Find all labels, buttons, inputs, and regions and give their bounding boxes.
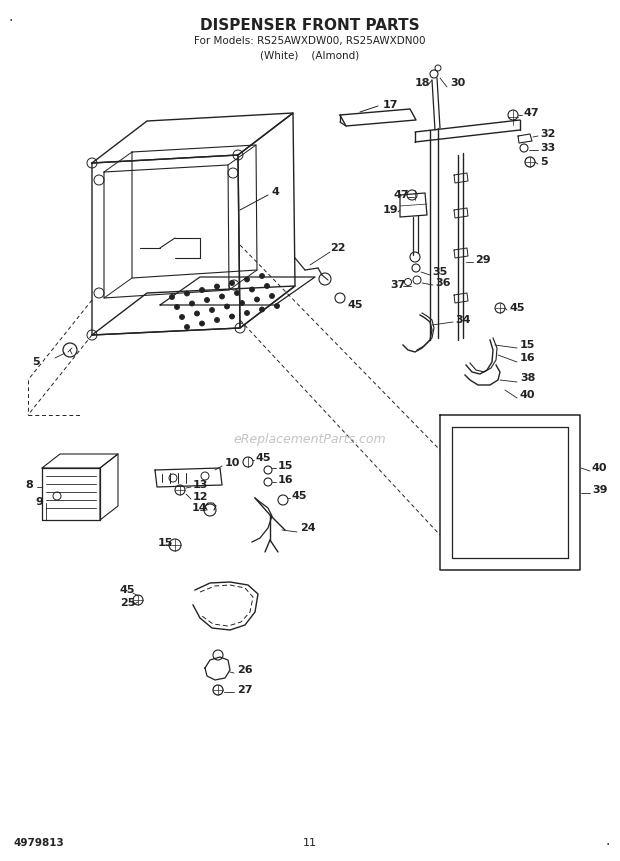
Ellipse shape — [185, 325, 190, 330]
Ellipse shape — [260, 307, 265, 312]
Ellipse shape — [239, 300, 244, 306]
Ellipse shape — [215, 284, 219, 289]
Text: 34: 34 — [455, 315, 471, 325]
Text: 19: 19 — [383, 205, 399, 215]
Text: 33: 33 — [540, 143, 556, 153]
Text: 15: 15 — [158, 538, 174, 548]
Text: 30: 30 — [450, 78, 465, 88]
Text: 45: 45 — [120, 585, 136, 595]
Ellipse shape — [215, 318, 219, 323]
Text: 16: 16 — [520, 353, 536, 363]
Text: 32: 32 — [540, 129, 556, 139]
Text: 10: 10 — [225, 458, 241, 468]
Ellipse shape — [205, 298, 210, 302]
Ellipse shape — [219, 294, 224, 299]
Text: 29: 29 — [475, 255, 490, 265]
Text: 11: 11 — [303, 838, 317, 848]
Text: For Models: RS25AWXDW00, RS25AWXDN00: For Models: RS25AWXDW00, RS25AWXDN00 — [194, 36, 426, 46]
Ellipse shape — [234, 290, 239, 295]
Ellipse shape — [265, 283, 270, 288]
Text: 47: 47 — [523, 108, 539, 118]
Text: 4979813: 4979813 — [14, 838, 64, 848]
Ellipse shape — [210, 307, 215, 313]
Ellipse shape — [169, 294, 174, 300]
Ellipse shape — [174, 305, 180, 309]
Ellipse shape — [185, 291, 190, 296]
Ellipse shape — [244, 277, 249, 282]
Text: 40: 40 — [520, 390, 536, 400]
Ellipse shape — [229, 314, 234, 319]
Text: 5: 5 — [32, 357, 40, 367]
Text: DISPENSER FRONT PARTS: DISPENSER FRONT PARTS — [200, 18, 420, 33]
Text: 4: 4 — [272, 187, 280, 197]
Ellipse shape — [200, 321, 205, 326]
Text: 18: 18 — [415, 78, 430, 88]
Ellipse shape — [195, 311, 200, 316]
Text: 47: 47 — [393, 190, 409, 200]
Text: 9: 9 — [35, 497, 43, 507]
Ellipse shape — [244, 311, 249, 315]
Text: 15: 15 — [520, 340, 536, 350]
Ellipse shape — [229, 281, 234, 286]
Ellipse shape — [180, 314, 185, 319]
Text: 16: 16 — [278, 475, 294, 485]
Text: 35: 35 — [432, 267, 447, 277]
Text: 8: 8 — [25, 480, 33, 490]
Text: .: . — [8, 10, 12, 24]
Text: 40: 40 — [592, 463, 608, 473]
Text: 37: 37 — [390, 280, 405, 290]
Ellipse shape — [249, 287, 254, 292]
Text: eReplacementParts.com: eReplacementParts.com — [234, 433, 386, 447]
Text: 13: 13 — [193, 480, 208, 490]
Text: (White)    (Almond): (White) (Almond) — [260, 50, 360, 60]
Text: 36: 36 — [435, 278, 451, 288]
Text: .: . — [606, 834, 610, 848]
Text: 14: 14 — [192, 503, 208, 513]
Ellipse shape — [190, 301, 195, 306]
Text: 22: 22 — [330, 243, 345, 253]
Text: 26: 26 — [237, 665, 252, 675]
Text: 24: 24 — [300, 523, 316, 533]
Text: 45: 45 — [292, 491, 308, 501]
Text: 45: 45 — [256, 453, 272, 463]
Ellipse shape — [200, 288, 205, 293]
Text: 38: 38 — [520, 373, 536, 383]
Text: 27: 27 — [237, 685, 252, 695]
Text: 12: 12 — [193, 492, 208, 502]
Text: 45: 45 — [348, 300, 363, 310]
Text: 25: 25 — [120, 598, 135, 608]
Ellipse shape — [260, 274, 265, 278]
Text: 45: 45 — [509, 303, 525, 313]
Ellipse shape — [270, 294, 275, 299]
Ellipse shape — [254, 297, 260, 302]
Ellipse shape — [224, 304, 229, 309]
Text: 5: 5 — [540, 157, 547, 167]
Text: 15: 15 — [278, 461, 293, 471]
Text: 39: 39 — [592, 485, 608, 495]
Ellipse shape — [275, 303, 280, 308]
Text: 17: 17 — [383, 100, 399, 110]
